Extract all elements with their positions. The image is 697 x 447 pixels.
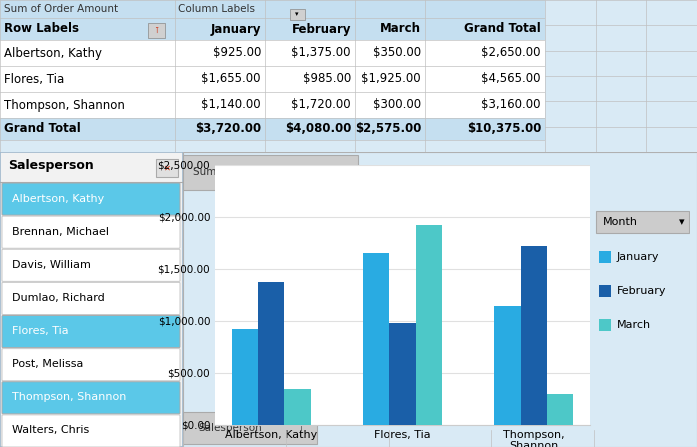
Text: Grand Total: Grand Total: [464, 22, 541, 35]
Text: Month: Month: [603, 217, 638, 227]
Text: ▾: ▾: [679, 217, 685, 227]
Text: March: March: [380, 22, 421, 35]
Bar: [284, 388, 311, 425]
Bar: [232, 329, 259, 425]
Bar: [0, 0, 545, 18]
Text: $4,565.00: $4,565.00: [482, 72, 541, 85]
Text: $1,720.00: $1,720.00: [291, 98, 351, 111]
Text: $1,655.00: $1,655.00: [201, 72, 261, 85]
Text: $300.00: $300.00: [373, 98, 421, 111]
Text: $1,375.00: $1,375.00: [291, 46, 351, 59]
Text: Davis, William: Davis, William: [12, 260, 91, 270]
Text: $1,925.00: $1,925.00: [361, 72, 421, 85]
Text: Column Labels: Column Labels: [178, 4, 255, 14]
Text: Row Labels: Row Labels: [4, 22, 79, 35]
Bar: [259, 282, 284, 425]
Text: $10,375.00: $10,375.00: [466, 122, 541, 135]
Text: February: February: [617, 286, 666, 296]
FancyBboxPatch shape: [2, 216, 180, 248]
Bar: [599, 285, 611, 297]
Text: $2,650.00: $2,650.00: [482, 46, 541, 59]
FancyBboxPatch shape: [2, 415, 180, 447]
Text: Grand Total: Grand Total: [4, 122, 81, 135]
FancyBboxPatch shape: [2, 316, 180, 348]
FancyBboxPatch shape: [183, 412, 316, 444]
Bar: [0, 140, 545, 152]
Text: February: February: [291, 22, 351, 35]
Text: March: March: [617, 320, 651, 330]
Text: January: January: [617, 252, 659, 262]
Text: Brennan, Michael: Brennan, Michael: [12, 227, 109, 237]
Text: $350.00: $350.00: [373, 46, 421, 59]
Text: Flores, Tia: Flores, Tia: [12, 326, 68, 336]
Bar: [363, 253, 390, 425]
Text: Albertson, Kathy: Albertson, Kathy: [12, 194, 105, 203]
Text: ⊺: ⊺: [154, 25, 158, 34]
Text: Sum of Order Amount: Sum of Order Amount: [193, 167, 307, 177]
Text: Thompson, Shannon: Thompson, Shannon: [4, 98, 125, 111]
Text: ⊺: ⊺: [298, 423, 304, 433]
Text: Albertson, Kathy: Albertson, Kathy: [4, 46, 102, 59]
FancyBboxPatch shape: [2, 183, 180, 215]
Text: $1,140.00: $1,140.00: [201, 98, 261, 111]
Text: Thompson, Shannon: Thompson, Shannon: [12, 392, 126, 402]
Text: $2,575.00: $2,575.00: [355, 122, 421, 135]
Text: Salesperson: Salesperson: [8, 160, 94, 173]
Bar: [599, 319, 611, 331]
FancyBboxPatch shape: [2, 349, 180, 381]
FancyBboxPatch shape: [2, 382, 180, 414]
Bar: [599, 251, 611, 263]
Bar: [0, 40, 545, 118]
Text: Salesperson: Salesperson: [199, 423, 262, 433]
Bar: [0, 18, 545, 40]
Text: $3,720.00: $3,720.00: [195, 122, 261, 135]
Bar: [415, 225, 442, 425]
FancyBboxPatch shape: [2, 249, 180, 281]
FancyBboxPatch shape: [2, 283, 180, 315]
FancyBboxPatch shape: [596, 211, 689, 233]
Text: $985.00: $985.00: [302, 72, 351, 85]
Bar: [0, 118, 545, 140]
Bar: [521, 246, 546, 425]
Text: Walters, Chris: Walters, Chris: [12, 426, 89, 435]
Text: Sum of Order Amount: Sum of Order Amount: [4, 4, 118, 14]
Text: $4,080.00: $4,080.00: [284, 122, 351, 135]
Bar: [546, 394, 573, 425]
Text: January: January: [210, 22, 261, 35]
Text: $925.00: $925.00: [213, 46, 261, 59]
Text: Dumlao, Richard: Dumlao, Richard: [12, 293, 105, 303]
FancyBboxPatch shape: [289, 8, 305, 20]
Bar: [390, 323, 415, 425]
Text: ▾: ▾: [296, 11, 299, 17]
Text: ✕: ✕: [164, 164, 171, 173]
Text: $3,160.00: $3,160.00: [482, 98, 541, 111]
Text: Flores, Tia: Flores, Tia: [4, 72, 64, 85]
Bar: [494, 307, 521, 425]
FancyBboxPatch shape: [156, 159, 178, 177]
FancyBboxPatch shape: [148, 22, 164, 38]
Text: Post, Melissa: Post, Melissa: [12, 359, 84, 369]
FancyBboxPatch shape: [183, 155, 358, 190]
